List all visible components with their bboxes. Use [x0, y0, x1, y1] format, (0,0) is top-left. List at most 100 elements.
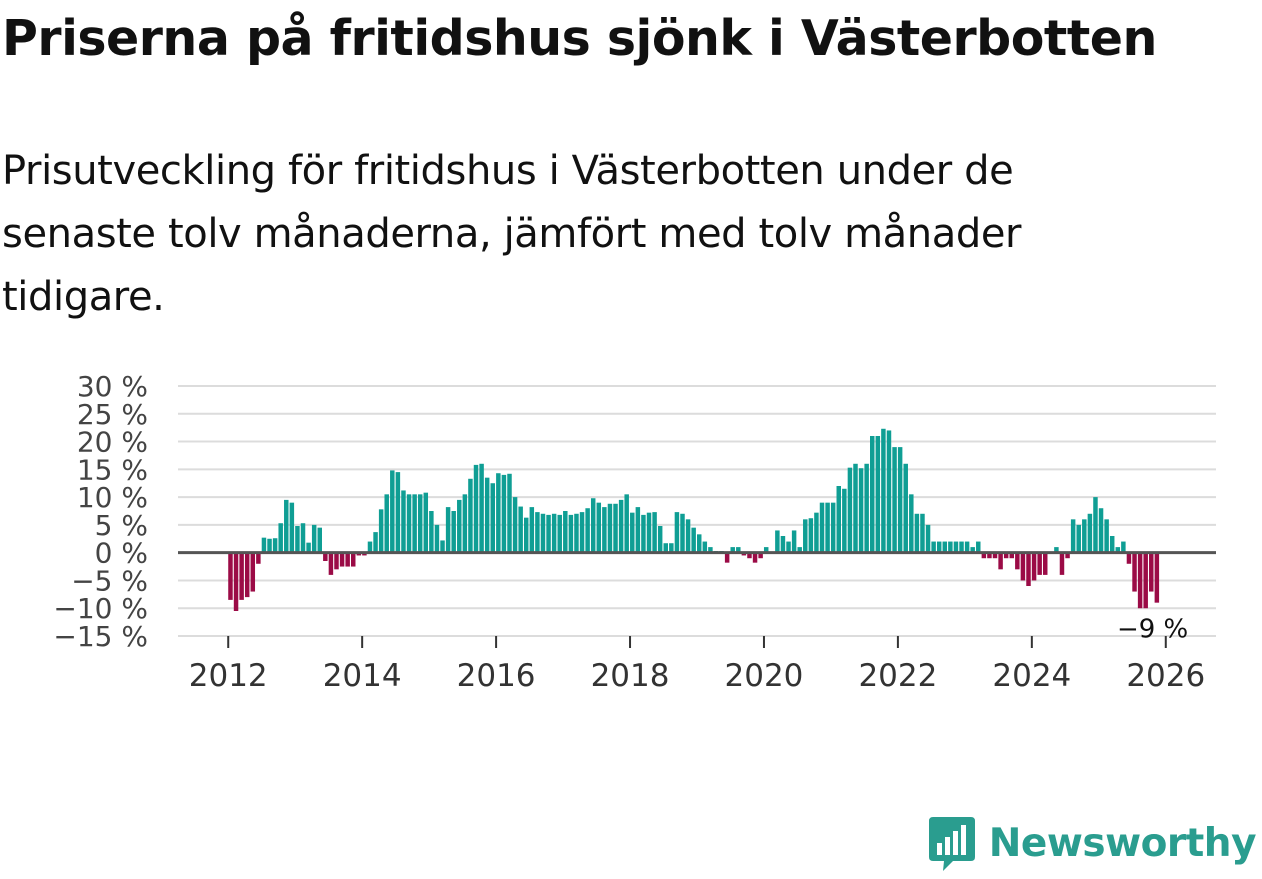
bar — [948, 541, 953, 553]
bar — [970, 547, 975, 553]
bar — [1093, 497, 1098, 553]
bar — [797, 547, 802, 553]
bar — [468, 478, 473, 553]
bar — [763, 547, 769, 553]
bar — [1054, 547, 1059, 553]
bar — [870, 436, 875, 553]
bar — [339, 552, 345, 567]
bar — [775, 530, 780, 553]
y-tick-label: 25 % — [77, 398, 148, 431]
bar — [239, 552, 244, 600]
bar — [936, 541, 942, 553]
bar — [1082, 519, 1087, 553]
bar — [574, 513, 579, 553]
bar — [836, 486, 841, 553]
bar — [825, 502, 830, 553]
bar — [602, 507, 607, 553]
bar — [1043, 552, 1048, 575]
bar — [568, 514, 574, 553]
bar — [529, 507, 535, 553]
bar — [998, 552, 1003, 570]
bar — [842, 488, 847, 553]
bar — [786, 541, 791, 553]
y-tick-label: 30 % — [77, 370, 148, 403]
bar — [697, 534, 702, 553]
bar — [540, 513, 546, 553]
x-tick-label: 2024 — [992, 658, 1071, 694]
bar — [1121, 541, 1126, 553]
bar — [819, 502, 825, 553]
bar — [663, 543, 668, 553]
bar — [367, 541, 373, 553]
bar — [925, 524, 931, 553]
x-tick-label: 2026 — [1126, 658, 1205, 694]
bar — [585, 508, 590, 553]
bar — [1098, 508, 1104, 553]
bar — [590, 498, 596, 553]
bar — [317, 527, 322, 553]
bar — [702, 541, 708, 553]
bar — [1003, 552, 1009, 559]
bar — [334, 552, 339, 570]
bar — [903, 463, 908, 553]
bar — [624, 494, 629, 553]
bars — [228, 428, 1160, 611]
bar — [295, 526, 300, 553]
bar — [373, 532, 378, 553]
bar — [300, 523, 306, 553]
chart-title: Priserna på fritidshus sjönk i Västerbot… — [2, 10, 1157, 67]
bar — [233, 552, 239, 611]
bar — [674, 512, 680, 553]
bar — [473, 464, 479, 553]
bar — [747, 552, 752, 559]
y-tick-label: 5 % — [95, 509, 148, 542]
bar — [635, 507, 641, 553]
x-tick-label: 2018 — [591, 658, 670, 694]
bar — [490, 483, 495, 553]
y-tick-label: −15 % — [53, 620, 148, 653]
y-tick-label: 20 % — [77, 426, 148, 459]
bar — [440, 540, 445, 553]
bar — [931, 541, 936, 553]
end-value-label: −9 % — [1117, 615, 1188, 645]
bar — [401, 490, 406, 553]
bar — [507, 473, 512, 553]
bar — [284, 499, 289, 553]
x-tick-label: 2020 — [725, 658, 804, 694]
bar — [244, 552, 250, 598]
bar — [524, 517, 529, 553]
bar — [780, 536, 786, 553]
bar — [830, 502, 836, 553]
bar — [964, 541, 970, 553]
bar — [496, 473, 501, 553]
bar — [730, 547, 735, 553]
bar — [607, 503, 613, 553]
bar — [278, 523, 283, 553]
y-tick-label: 15 % — [77, 453, 148, 486]
bar — [1087, 513, 1093, 553]
bar — [685, 519, 691, 553]
bar — [412, 494, 417, 553]
x-tick-label: 2022 — [858, 658, 937, 694]
bar — [256, 552, 261, 564]
gridlines — [178, 385, 1216, 637]
bar — [808, 518, 814, 553]
bar — [736, 547, 741, 553]
bar — [1109, 536, 1115, 553]
bar — [1115, 547, 1121, 553]
bar — [518, 506, 523, 553]
bar — [875, 436, 881, 553]
bar — [451, 511, 456, 553]
bar — [942, 541, 948, 553]
y-tick-label: 0 % — [95, 537, 148, 570]
bar — [909, 494, 914, 553]
bar — [618, 499, 624, 553]
bar — [992, 552, 998, 559]
bar — [814, 512, 819, 553]
bar — [1065, 552, 1070, 559]
bar — [657, 526, 663, 553]
bar — [959, 541, 964, 553]
bar — [551, 513, 557, 553]
bar — [1104, 519, 1109, 553]
bar — [803, 519, 808, 553]
